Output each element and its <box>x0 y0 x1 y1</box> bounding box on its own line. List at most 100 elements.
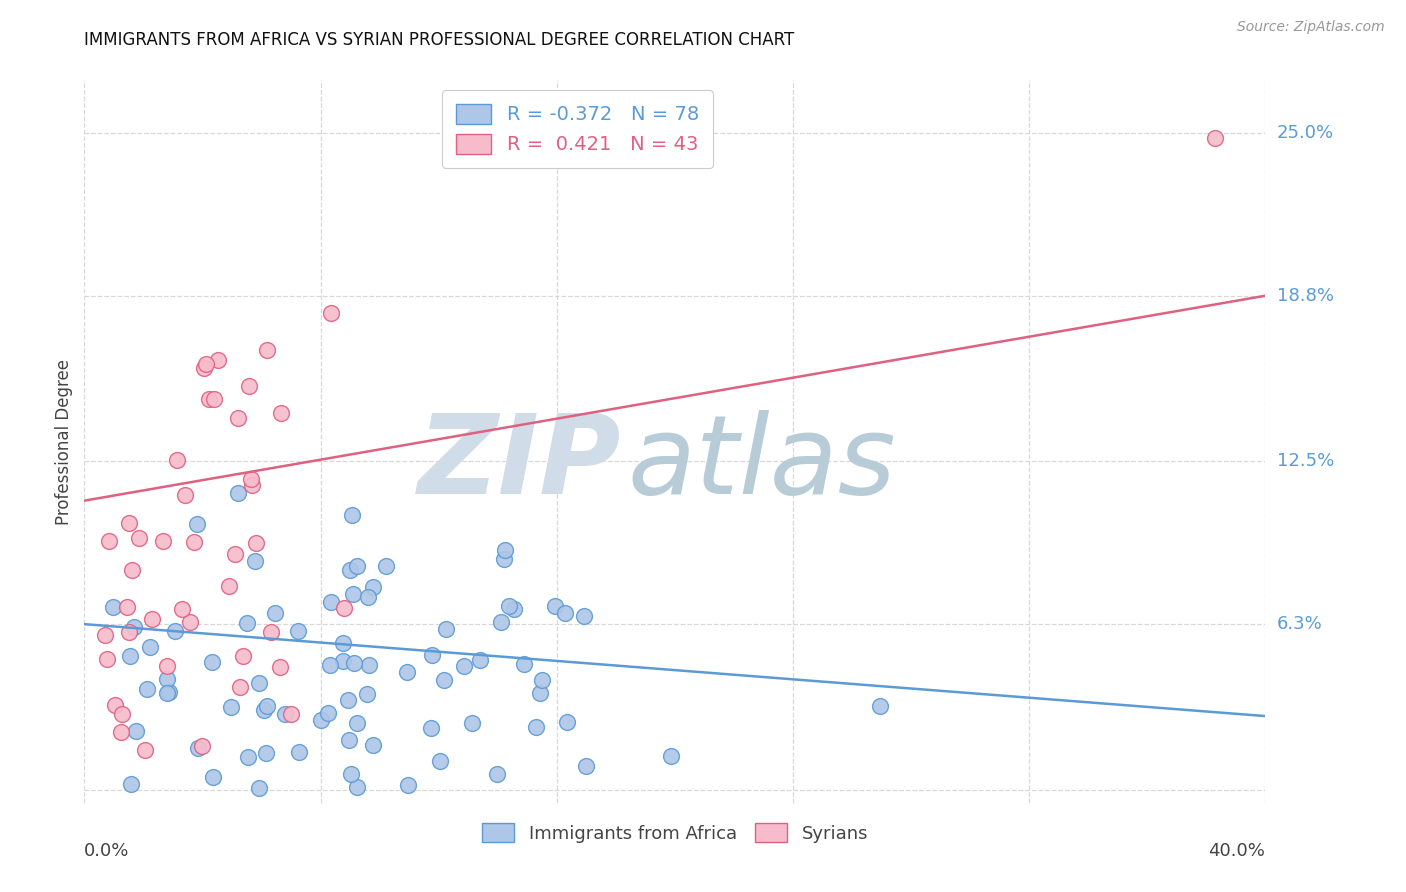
Point <box>263 607 285 621</box>
Point <box>110 724 132 739</box>
Point <box>120 648 142 663</box>
Point <box>529 686 551 700</box>
Point <box>434 622 457 636</box>
Point <box>554 606 576 620</box>
Point <box>228 486 250 500</box>
Point <box>494 552 516 566</box>
Point <box>226 410 249 425</box>
Point <box>118 624 141 639</box>
Point <box>187 740 209 755</box>
Point <box>96 651 118 665</box>
Legend: Immigrants from Africa, Syrians: Immigrants from Africa, Syrians <box>472 814 877 852</box>
Point <box>288 746 311 760</box>
Point <box>240 478 263 492</box>
Point <box>117 600 139 615</box>
Point <box>398 778 420 792</box>
Y-axis label: Professional Degree: Professional Degree <box>55 359 73 524</box>
Text: ZIP: ZIP <box>418 409 621 516</box>
Point <box>256 699 278 714</box>
Point <box>361 738 384 752</box>
Text: 40.0%: 40.0% <box>1209 842 1265 860</box>
Point <box>193 360 215 375</box>
Point <box>134 743 156 757</box>
Point <box>245 536 267 550</box>
Point <box>321 305 343 319</box>
Point <box>239 472 262 486</box>
Point <box>218 579 240 593</box>
Text: 6.3%: 6.3% <box>1277 615 1322 633</box>
Point <box>1204 131 1226 145</box>
Point <box>494 543 516 558</box>
Point <box>128 531 150 545</box>
Point <box>340 767 363 781</box>
Point <box>420 721 443 735</box>
Point <box>287 624 309 638</box>
Point <box>98 534 121 549</box>
Point <box>433 673 456 687</box>
Point <box>524 721 547 735</box>
Point <box>336 693 359 707</box>
Point <box>575 759 598 773</box>
Point <box>201 770 224 784</box>
Point <box>396 665 419 679</box>
Point <box>346 716 368 731</box>
Point <box>332 636 354 650</box>
Point <box>363 580 385 594</box>
Point <box>274 707 297 722</box>
Point <box>224 547 246 561</box>
Point <box>219 699 242 714</box>
Point <box>259 624 281 639</box>
Point <box>156 672 179 686</box>
Point <box>340 508 363 522</box>
Point <box>502 601 524 615</box>
Point <box>238 378 260 392</box>
Point <box>166 453 188 467</box>
Point <box>280 707 302 722</box>
Point <box>201 655 224 669</box>
Point <box>356 590 378 604</box>
Point <box>152 534 174 549</box>
Point <box>346 780 368 794</box>
Point <box>269 659 291 673</box>
Point <box>659 748 682 763</box>
Point <box>374 558 396 573</box>
Point <box>198 392 221 406</box>
Point <box>179 615 201 630</box>
Point <box>461 716 484 731</box>
Point <box>513 657 536 671</box>
Text: IMMIGRANTS FROM AFRICA VS SYRIAN PROFESSIONAL DEGREE CORRELATION CHART: IMMIGRANTS FROM AFRICA VS SYRIAN PROFESS… <box>84 31 794 49</box>
Point <box>249 781 271 796</box>
Point <box>120 777 142 791</box>
Point <box>195 357 218 371</box>
Point <box>141 612 163 626</box>
Text: 18.8%: 18.8% <box>1277 286 1333 305</box>
Point <box>183 535 205 549</box>
Point <box>530 673 553 687</box>
Point <box>429 754 451 768</box>
Point <box>420 648 443 663</box>
Point <box>316 706 339 720</box>
Point <box>139 640 162 654</box>
Point <box>489 615 512 629</box>
Point <box>253 703 276 717</box>
Point <box>346 559 368 574</box>
Point <box>574 609 596 624</box>
Point <box>156 686 179 700</box>
Point <box>453 658 475 673</box>
Point <box>333 601 356 615</box>
Point <box>270 406 292 420</box>
Point <box>486 767 509 781</box>
Point <box>319 658 342 673</box>
Point <box>339 563 361 577</box>
Point <box>498 599 520 614</box>
Point <box>156 659 179 673</box>
Point <box>544 599 567 613</box>
Point <box>104 698 127 712</box>
Point <box>357 658 380 673</box>
Point <box>94 628 117 642</box>
Point <box>118 516 141 530</box>
Point <box>229 681 252 695</box>
Point <box>121 563 143 577</box>
Point <box>157 684 180 698</box>
Point <box>356 687 378 701</box>
